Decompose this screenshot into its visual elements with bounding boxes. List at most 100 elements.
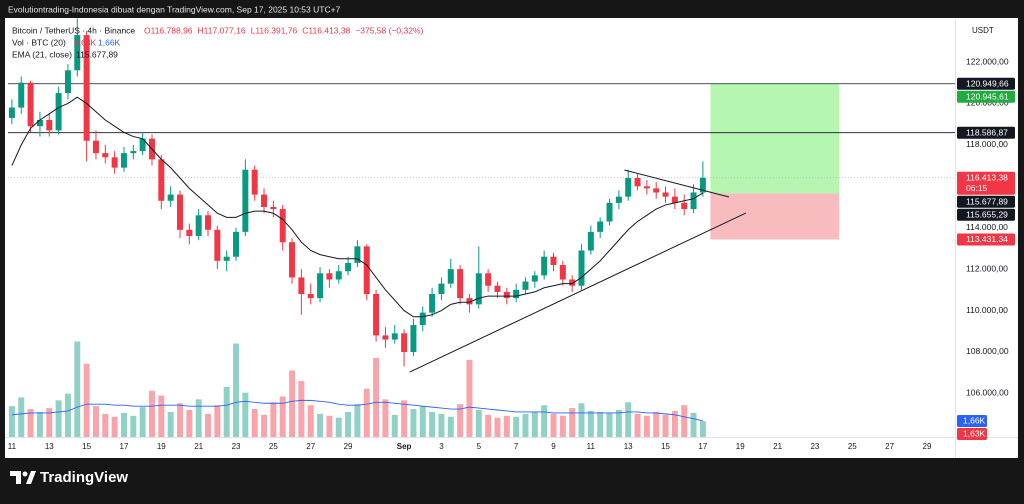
candle-body	[64, 70, 71, 94]
header-text: Evolutiontrading-Indonesia dibuat dengan…	[8, 4, 341, 14]
candle-body	[74, 35, 81, 71]
position-layer	[710, 83, 840, 240]
candle-body	[653, 188, 660, 193]
volume-label-box	[957, 427, 987, 440]
candle-body	[354, 246, 361, 263]
price-label-box	[957, 90, 1015, 103]
volume-bar	[569, 408, 576, 437]
volume-bar	[447, 416, 454, 437]
volume-bar	[550, 413, 557, 437]
volume-bar	[298, 381, 305, 437]
x-tick-label: 21	[773, 442, 782, 451]
volume-bar	[643, 415, 650, 437]
x-tick-label: 11	[587, 442, 596, 451]
volume-bar	[279, 396, 286, 437]
legend-ohlc: O116.788,96	[144, 25, 193, 35]
volume-bar	[597, 411, 604, 437]
candle-body	[55, 93, 62, 131]
volume-ma-line	[11, 399, 703, 422]
legend-symbol: Bitcoin / TetherUS · 4h · Binance	[12, 25, 135, 35]
volume-bar	[158, 395, 165, 437]
volume-bar	[587, 410, 594, 437]
candle-body	[214, 229, 221, 261]
volume-bar	[55, 400, 62, 437]
x-tick-label: 15	[661, 442, 670, 451]
volume-bar	[494, 417, 501, 437]
volume-bar	[578, 403, 585, 437]
volume-bar	[317, 413, 324, 437]
volume-bar	[139, 407, 146, 437]
candle-body	[494, 285, 501, 292]
price-label-box	[957, 171, 1015, 195]
volume-bar	[214, 405, 221, 437]
candle-body	[457, 269, 464, 299]
volume-bar	[522, 413, 529, 437]
volume-label: 1,63K	[963, 429, 986, 439]
volume-bar	[186, 410, 193, 437]
axis-layer: 106.000,00 108.000,00 110.000,00 112.000,00…	[8, 56, 1015, 451]
x-tick-label: 27	[306, 442, 315, 451]
y-tick-label: 114.000,00	[966, 222, 1008, 232]
candle-body	[279, 209, 286, 243]
candle-body	[522, 281, 529, 290]
x-tick-label: 11	[8, 442, 17, 451]
x-tick-label: 29	[923, 442, 932, 451]
candle-body	[475, 273, 482, 305]
x-tick-label: 9	[551, 442, 556, 451]
y-tick-label: 108.000,00	[966, 346, 1009, 356]
volume-bar	[92, 406, 99, 437]
candle-body	[177, 194, 183, 230]
y-tick-label: 106.000,00	[966, 388, 1009, 398]
candle-body	[419, 312, 426, 326]
logo-icon	[10, 471, 21, 484]
x-tick-label: 19	[736, 442, 745, 451]
price-label: 115.655,29	[966, 209, 1008, 219]
volume-bar	[83, 363, 90, 437]
volume-bar	[130, 415, 137, 437]
candle-body	[345, 262, 352, 272]
candle-body	[335, 271, 342, 280]
volume-bar	[261, 414, 268, 437]
volume-bar	[27, 409, 34, 437]
candle-body	[27, 82, 34, 127]
candle-body	[289, 242, 296, 278]
candle-body	[531, 275, 538, 282]
volume-bar	[466, 359, 473, 437]
x-tick-label: 17	[698, 442, 707, 451]
volume-bar	[615, 410, 622, 437]
volume-bar	[373, 357, 380, 437]
volume-bar	[111, 416, 118, 437]
volume-bar	[606, 412, 613, 437]
volume-bar	[410, 409, 417, 437]
volume-bar	[46, 408, 53, 437]
candle-body	[690, 192, 697, 210]
x-tick-label: 15	[82, 442, 91, 451]
candle-body	[111, 157, 118, 168]
volume-bar	[307, 405, 314, 437]
candle-body	[671, 196, 678, 203]
volume-bar	[401, 400, 408, 437]
candle-body	[410, 325, 417, 352]
position-loss	[710, 193, 840, 240]
legend: Bitcoin / TetherUS · 4h · Binance Vol · …	[12, 25, 135, 59]
x-tick-label: 5	[477, 442, 482, 451]
chart-panel	[5, 18, 1018, 458]
candle-body	[223, 256, 230, 261]
candle-body	[559, 264, 566, 280]
candle-body	[615, 196, 622, 203]
legend-volume-title: Vol · BTC (20)	[12, 37, 66, 47]
price-label-box	[957, 126, 1015, 139]
candle-body	[485, 273, 492, 286]
volume-bar	[457, 404, 464, 437]
x-tick-label: 29	[344, 442, 353, 451]
volume-bar	[625, 402, 632, 437]
volume-bar	[345, 411, 352, 437]
volume-bar	[233, 343, 240, 437]
y-tick-label: 110.000,00	[966, 305, 1008, 315]
candle-body	[513, 289, 520, 299]
candle-body	[261, 194, 268, 207]
candle-body	[251, 169, 258, 195]
logo-icon	[26, 471, 36, 484]
candle-body	[270, 206, 277, 210]
